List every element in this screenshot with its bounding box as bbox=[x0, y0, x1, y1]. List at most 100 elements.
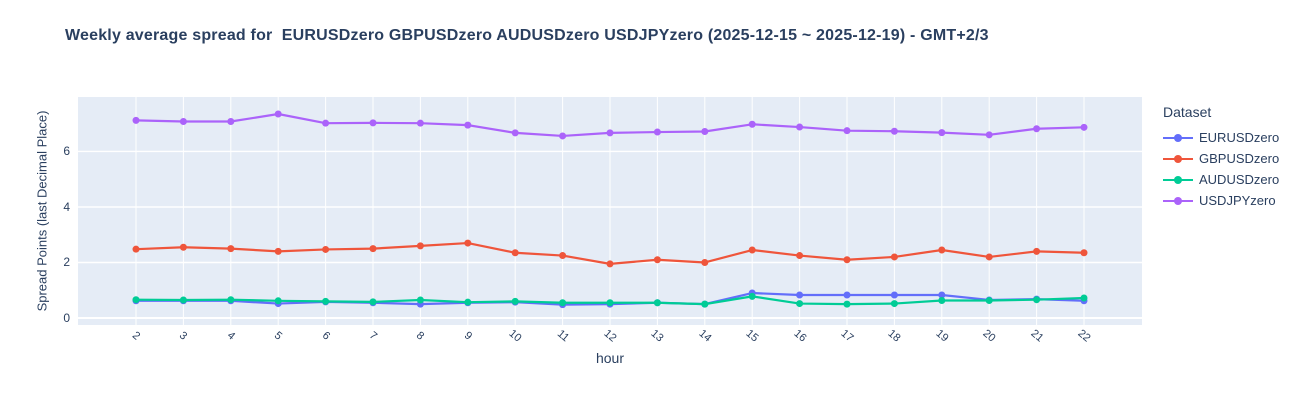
legend-item-AUDUSDzero[interactable]: AUDUSDzero bbox=[1163, 169, 1279, 190]
data-point-GBPUSDzero bbox=[890, 253, 898, 261]
data-point-USDJPYzero bbox=[606, 129, 614, 137]
data-point-AUDUSDzero bbox=[322, 297, 330, 305]
data-point-USDJPYzero bbox=[1033, 125, 1041, 133]
data-point-USDJPYzero bbox=[369, 119, 377, 127]
x-tick-label: 17 bbox=[838, 327, 856, 345]
y-tick-label: 6 bbox=[63, 144, 70, 159]
data-point-USDJPYzero bbox=[322, 119, 330, 127]
x-tick-label: 15 bbox=[743, 327, 761, 345]
data-point-USDJPYzero bbox=[701, 127, 709, 135]
y-tick-label: 0 bbox=[63, 311, 70, 325]
y-tick-label: 2 bbox=[63, 255, 70, 270]
y-tick-label: 4 bbox=[63, 199, 70, 214]
x-tick-label: 11 bbox=[554, 327, 571, 345]
legend-item-USDJPYzero[interactable]: USDJPYzero bbox=[1163, 190, 1279, 211]
data-point-AUDUSDzero bbox=[748, 292, 756, 300]
plot-canvas bbox=[78, 97, 1142, 325]
x-tick-label: 14 bbox=[696, 327, 714, 345]
data-point-USDJPYzero bbox=[796, 123, 804, 131]
data-point-AUDUSDzero bbox=[511, 297, 519, 305]
legend-dot bbox=[1174, 154, 1182, 163]
x-tick-label: 21 bbox=[1028, 327, 1046, 345]
data-point-EURUSDzero bbox=[890, 291, 898, 299]
data-point-GBPUSDzero bbox=[511, 249, 519, 257]
data-point-USDJPYzero bbox=[559, 132, 567, 140]
data-point-GBPUSDzero bbox=[843, 256, 851, 264]
data-point-USDJPYzero bbox=[179, 118, 187, 126]
data-point-GBPUSDzero bbox=[1080, 249, 1088, 257]
data-point-AUDUSDzero bbox=[1033, 296, 1041, 304]
data-point-AUDUSDzero bbox=[606, 299, 614, 307]
data-point-AUDUSDzero bbox=[653, 299, 661, 307]
data-point-GBPUSDzero bbox=[416, 242, 424, 250]
x-tick-label: 8 bbox=[414, 329, 427, 343]
data-point-USDJPYzero bbox=[511, 129, 519, 137]
data-point-GBPUSDzero bbox=[274, 247, 282, 255]
legend-line-marker-icon bbox=[1163, 154, 1193, 164]
data-point-GBPUSDzero bbox=[559, 252, 567, 260]
data-point-AUDUSDzero bbox=[369, 298, 377, 306]
x-tick-label: 9 bbox=[461, 329, 474, 343]
legend-dot bbox=[1174, 175, 1182, 184]
data-point-GBPUSDzero bbox=[227, 245, 235, 253]
data-point-AUDUSDzero bbox=[179, 296, 187, 304]
plot-area bbox=[78, 97, 1142, 325]
data-point-AUDUSDzero bbox=[416, 296, 424, 304]
data-point-EURUSDzero bbox=[843, 291, 851, 299]
data-point-EURUSDzero bbox=[796, 291, 804, 299]
data-point-USDJPYzero bbox=[985, 131, 993, 139]
data-point-GBPUSDzero bbox=[653, 256, 661, 264]
data-point-AUDUSDzero bbox=[274, 297, 282, 305]
x-tick-label: 3 bbox=[177, 329, 190, 343]
x-tick-label: 18 bbox=[885, 327, 903, 345]
data-point-GBPUSDzero bbox=[748, 246, 756, 254]
x-tick-label: 7 bbox=[366, 329, 380, 343]
data-point-GBPUSDzero bbox=[985, 253, 993, 261]
x-tick-label: 19 bbox=[933, 327, 951, 345]
data-point-USDJPYzero bbox=[464, 121, 472, 129]
data-point-USDJPYzero bbox=[1080, 123, 1088, 131]
data-point-EURUSDzero bbox=[938, 291, 946, 299]
data-point-GBPUSDzero bbox=[464, 239, 472, 247]
data-point-USDJPYzero bbox=[938, 129, 946, 137]
x-tick-label: 12 bbox=[601, 327, 619, 345]
data-point-GBPUSDzero bbox=[701, 258, 709, 266]
data-point-USDJPYzero bbox=[132, 116, 140, 124]
data-point-GBPUSDzero bbox=[369, 245, 377, 253]
legend-line-marker-icon bbox=[1163, 196, 1193, 206]
data-point-GBPUSDzero bbox=[606, 260, 614, 268]
legend-label: EURUSDzero bbox=[1199, 130, 1280, 145]
x-tick-label: 6 bbox=[319, 329, 332, 343]
data-point-USDJPYzero bbox=[748, 120, 756, 128]
data-point-AUDUSDzero bbox=[559, 299, 567, 307]
data-point-USDJPYzero bbox=[416, 119, 424, 127]
legend-label: USDJPYzero bbox=[1199, 193, 1276, 208]
legend-item-GBPUSDzero[interactable]: GBPUSDzero bbox=[1163, 148, 1279, 169]
x-axis-title: hour bbox=[595, 350, 625, 366]
data-point-GBPUSDzero bbox=[322, 245, 330, 253]
data-point-AUDUSDzero bbox=[701, 300, 709, 308]
data-point-GBPUSDzero bbox=[796, 252, 804, 260]
legend-label: AUDUSDzero bbox=[1199, 172, 1280, 187]
data-point-AUDUSDzero bbox=[132, 296, 140, 304]
data-point-USDJPYzero bbox=[890, 127, 898, 135]
data-point-AUDUSDzero bbox=[1080, 294, 1088, 302]
data-point-GBPUSDzero bbox=[179, 243, 187, 251]
data-point-GBPUSDzero bbox=[938, 246, 946, 254]
data-point-AUDUSDzero bbox=[938, 297, 946, 305]
legend-item-EURUSDzero[interactable]: EURUSDzero bbox=[1163, 127, 1279, 148]
data-point-GBPUSDzero bbox=[132, 245, 140, 253]
y-axis-title: Spread Points (last Decimal Place) bbox=[34, 110, 50, 312]
legend-dot bbox=[1174, 196, 1182, 205]
data-point-AUDUSDzero bbox=[227, 296, 235, 304]
x-tick-label: 20 bbox=[980, 327, 998, 345]
data-point-AUDUSDzero bbox=[843, 300, 851, 308]
x-tick-label: 2 bbox=[129, 329, 143, 343]
x-tick-label: 10 bbox=[506, 327, 524, 345]
x-tick-label: 22 bbox=[1075, 327, 1093, 345]
x-tick-label: 4 bbox=[224, 329, 237, 343]
data-point-USDJPYzero bbox=[843, 127, 851, 135]
legend-label: GBPUSDzero bbox=[1199, 151, 1280, 166]
legend: Dataset EURUSDzero GBPUSDzero AUDUSDzero US… bbox=[1163, 104, 1279, 211]
data-point-AUDUSDzero bbox=[890, 300, 898, 308]
